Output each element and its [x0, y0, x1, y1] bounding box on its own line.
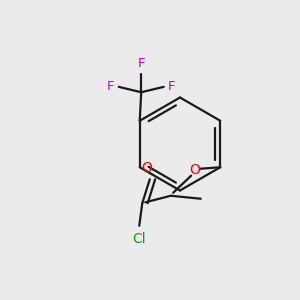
- Text: F: F: [137, 57, 145, 70]
- Text: F: F: [107, 80, 114, 93]
- Text: Cl: Cl: [133, 232, 146, 246]
- Text: O: O: [141, 161, 152, 175]
- Text: F: F: [168, 80, 176, 93]
- Text: O: O: [189, 163, 200, 177]
